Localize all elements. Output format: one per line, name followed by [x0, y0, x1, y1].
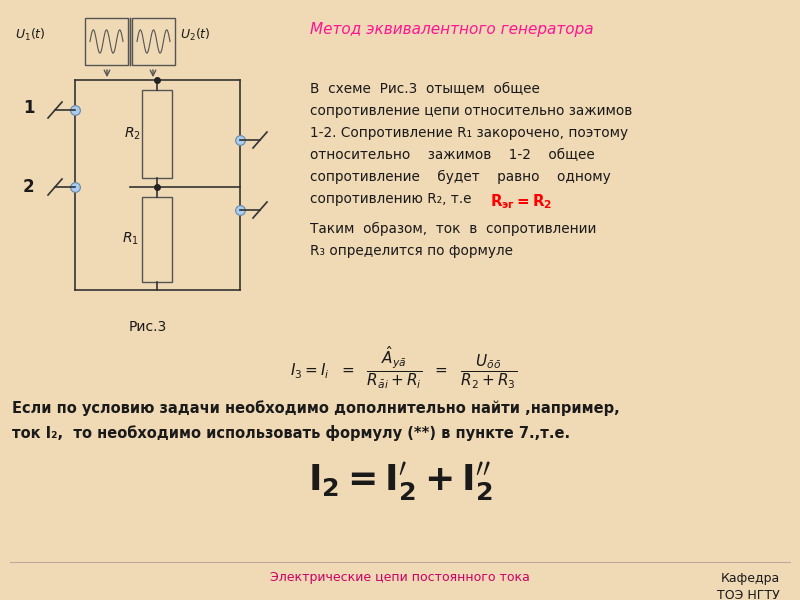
Text: $\mathbf{I_2 = I^\prime_2 + I^{\prime\prime}_2}$: $\mathbf{I_2 = I^\prime_2 + I^{\prime\pr…	[308, 460, 492, 503]
Text: 2: 2	[23, 178, 34, 196]
Text: В  схеме  Рис.3  отыщем  общее: В схеме Рис.3 отыщем общее	[310, 82, 540, 96]
Text: сопротивлению R₂, т.е: сопротивлению R₂, т.е	[310, 192, 471, 206]
Text: Таким  образом,  ток  в  сопротивлении: Таким образом, ток в сопротивлении	[310, 222, 596, 236]
Text: 1-2. Сопротивление R₁ закорочено, поэтому: 1-2. Сопротивление R₁ закорочено, поэтом…	[310, 126, 628, 140]
Bar	[142, 197, 172, 282]
Text: Метод эквивалентного генератора: Метод эквивалентного генератора	[310, 22, 594, 37]
Text: относительно    зажимов    1-2    общее: относительно зажимов 1-2 общее	[310, 148, 594, 162]
Text: $I_3 = I_i\ \ =\ \ \dfrac{\hat{A}_{y\bar{a}}}{R_{\bar{a}i}+R_i}\ \ =\ \ \dfrac{U: $I_3 = I_i\ \ =\ \ \dfrac{\hat{A}_{y\bar…	[290, 345, 517, 391]
Text: Электрические цепи постоянного тока: Электрические цепи постоянного тока	[270, 571, 530, 584]
Text: R₃ определится по формуле: R₃ определится по формуле	[310, 244, 513, 258]
Text: сопротивление цепи относительно зажимов: сопротивление цепи относительно зажимов	[310, 104, 632, 118]
Text: $U_1(t)$: $U_1(t)$	[15, 27, 46, 43]
Text: $R_2$: $R_2$	[124, 126, 141, 142]
Text: сопротивление    будет    равно    одному: сопротивление будет равно одному	[310, 170, 610, 184]
Bar	[85, 18, 128, 65]
Text: $\mathbf{R_{эг}=R_2}$: $\mathbf{R_{эг}=R_2}$	[490, 192, 553, 211]
Bar	[142, 90, 172, 178]
Text: 1: 1	[23, 99, 34, 117]
Text: ток I₂,  то необходимо использовать формулу (**) в пункте 7.,т.е.: ток I₂, то необходимо использовать форму…	[12, 425, 570, 441]
Text: Рис.3: Рис.3	[129, 320, 167, 334]
Text: $R_1$: $R_1$	[122, 231, 139, 247]
Bar	[132, 18, 175, 65]
Text: $U_2(t)$: $U_2(t)$	[180, 27, 210, 43]
Text: Кафедра
ТОЭ НГТУ: Кафедра ТОЭ НГТУ	[718, 572, 780, 600]
Text: Если по условию задачи необходимо дополнительно найти ,например,: Если по условию задачи необходимо дополн…	[12, 400, 620, 416]
